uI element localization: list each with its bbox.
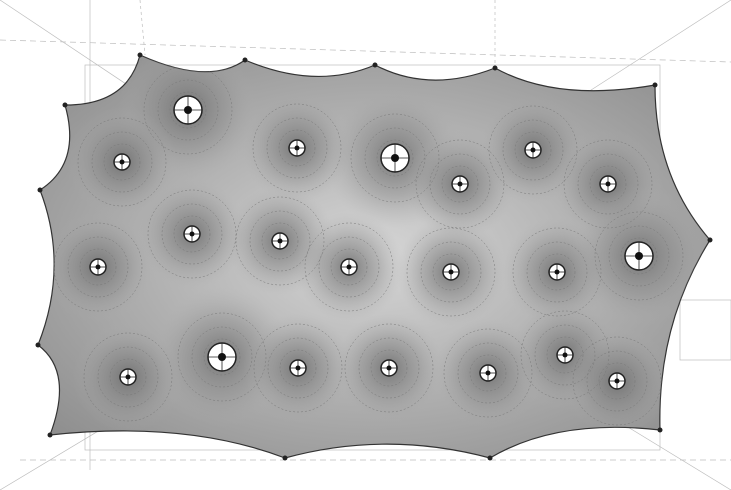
mast-core	[296, 366, 301, 371]
mast-core	[486, 371, 491, 376]
edge-node	[138, 53, 143, 58]
edge-node	[283, 456, 288, 461]
mast-core	[295, 146, 300, 151]
edge-node	[653, 83, 658, 88]
mast-core	[606, 182, 611, 187]
mast-core	[458, 182, 463, 187]
membrane	[36, 40, 713, 461]
edge-node	[63, 103, 68, 108]
edge-node	[493, 66, 498, 71]
edge-node	[488, 456, 493, 461]
mast-core	[531, 148, 536, 153]
edge-node	[243, 58, 248, 63]
edge-node	[658, 428, 663, 433]
mast-core	[190, 232, 195, 237]
membrane-plan	[0, 0, 731, 490]
edge-node	[373, 63, 378, 68]
edge-node	[36, 343, 41, 348]
mast-core	[449, 270, 454, 275]
edge-node	[708, 238, 713, 243]
mast-core	[563, 353, 568, 358]
mast-core	[96, 265, 101, 270]
mast-core	[635, 252, 643, 260]
mast-core	[184, 106, 192, 114]
mast-core	[391, 154, 399, 162]
mast-core	[387, 366, 392, 371]
mast-core	[278, 239, 283, 244]
mast-core	[126, 375, 131, 380]
page: (() => { const NS = 'http://www.w3.org/2…	[0, 0, 731, 490]
edge-node	[48, 433, 53, 438]
mast-core	[347, 265, 352, 270]
mast-core	[615, 379, 620, 384]
mast-core	[555, 270, 560, 275]
mast-core	[218, 353, 226, 361]
mast-core	[120, 160, 125, 165]
edge-node	[38, 188, 43, 193]
